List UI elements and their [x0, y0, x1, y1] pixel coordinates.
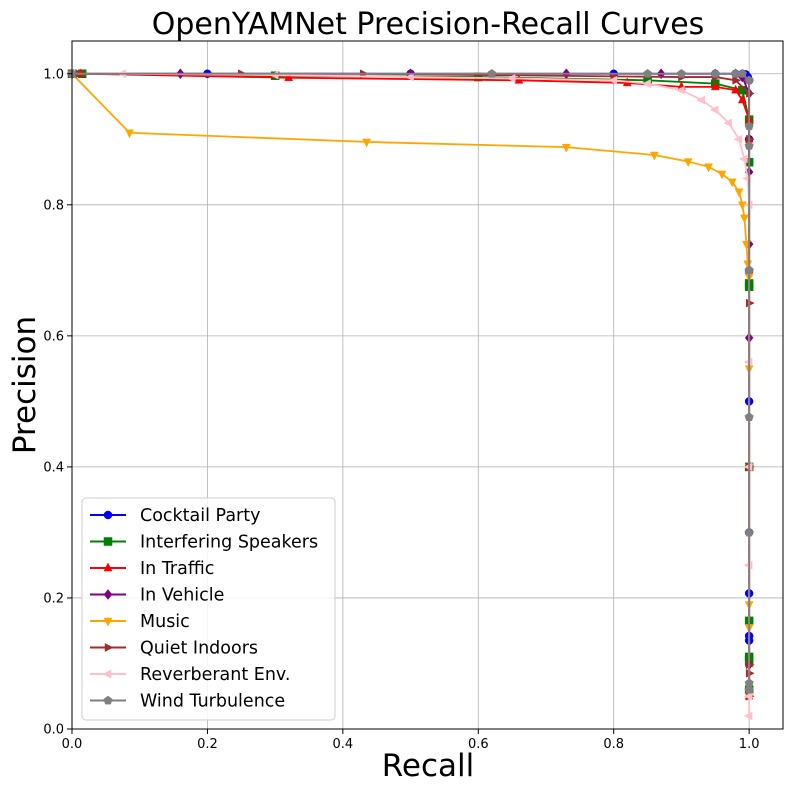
data-point-reverberant-env	[738, 154, 748, 164]
data-point-wind-turbulence	[744, 75, 754, 85]
y-tick-label: 1.0	[43, 67, 64, 82]
data-point-music	[727, 178, 737, 188]
legend-entry-in-vehicle: In Vehicle	[90, 586, 224, 606]
data-point-wind-turbulence	[744, 412, 754, 421]
legend-label: Reverberant Env.	[140, 665, 290, 685]
data-point-music	[683, 158, 693, 168]
data-point-quiet-indoors	[745, 298, 755, 308]
data-point-wind-turbulence	[744, 121, 754, 131]
data-point-quiet-indoors	[745, 134, 755, 144]
legend-entry-music: Music	[90, 612, 190, 632]
legend-label: In Vehicle	[140, 586, 224, 606]
data-point-in-traffic	[737, 94, 747, 104]
legend-label: Music	[140, 612, 190, 632]
legend-box	[81, 497, 336, 721]
data-point-reverberant-env	[405, 72, 414, 82]
data-point-music	[737, 201, 747, 211]
data-point-wind-turbulence	[487, 68, 497, 78]
data-point-reverberant-env	[743, 462, 753, 472]
data-point-music	[362, 138, 371, 148]
data-point-in-traffic	[710, 81, 720, 91]
legend-swatch-marker	[103, 589, 113, 600]
x-tick-label: 0.4	[333, 737, 354, 752]
legend-swatch-marker	[103, 617, 113, 627]
data-point-quiet-indoors	[732, 75, 742, 85]
legend-entry-interfering-speakers: Interfering Speakers	[90, 533, 318, 553]
data-point-in-traffic	[284, 72, 294, 81]
data-point-music	[649, 151, 659, 161]
data-point-reverberant-env	[675, 85, 685, 95]
legend-entry-in-traffic: In Traffic	[90, 559, 214, 579]
legend-swatch-marker	[103, 695, 113, 705]
data-point-wind-turbulence	[744, 141, 754, 150]
y-tick-label: 0.4	[43, 460, 64, 475]
data-point-reverberant-env	[506, 73, 516, 83]
legend-swatch-marker	[103, 510, 113, 520]
data-point-reverberant-env	[696, 95, 705, 105]
x-tick-label: 0.2	[197, 737, 218, 752]
legend-swatch-marker	[103, 537, 113, 546]
x-tick-label: 0.6	[468, 737, 489, 752]
data-point-reverberant-env	[743, 691, 753, 701]
data-point-wind-turbulence	[744, 684, 754, 694]
legend-entry-quiet-indoors: Quiet Indoors	[90, 639, 258, 659]
data-point-reverberant-env	[743, 357, 753, 367]
data-point-wind-turbulence	[744, 265, 754, 275]
data-point-music	[561, 143, 571, 153]
data-point-wind-turbulence	[744, 527, 754, 537]
plot-frame	[71, 40, 784, 730]
data-point-wind-turbulence	[642, 68, 653, 78]
x-axis-label: Recall	[382, 748, 475, 784]
series-wind-turbulence	[67, 68, 754, 694]
x-tick-label: 0.8	[603, 737, 624, 752]
data-point-music	[739, 214, 749, 224]
data-point-reverberant-env	[743, 711, 753, 721]
chart-title: OpenYAMNet Precision-Recall Curves	[152, 7, 705, 42]
legend: Cocktail Party Interfering Speakers In Tra…	[81, 497, 336, 721]
data-point-reverberant-env	[733, 134, 743, 144]
data-point-quiet-indoors	[745, 89, 755, 98]
data-point-music	[704, 163, 713, 173]
legend-label: Cocktail Party	[140, 506, 260, 526]
legend-swatch-marker	[102, 669, 112, 679]
data-point-in-traffic	[731, 84, 741, 94]
legend-label: Interfering Speakers	[140, 533, 318, 553]
data-point-wind-turbulence	[737, 68, 747, 78]
legend-entry-cocktail-party: Cocktail Party	[90, 506, 260, 526]
series-layer	[66, 68, 755, 721]
data-point-music	[734, 188, 744, 198]
x-tick-label: 0.0	[62, 737, 83, 752]
data-point-wind-turbulence	[676, 68, 687, 78]
y-tick-label: 0.8	[43, 198, 64, 213]
legend-label: Quiet Indoors	[140, 639, 258, 659]
legend-entry-wind-turbulence: Wind Turbulence	[90, 692, 285, 712]
data-point-wind-turbulence	[710, 68, 720, 78]
data-point-quiet-indoors	[745, 668, 755, 678]
legend-swatch-marker	[103, 562, 113, 572]
data-point-music	[717, 170, 727, 180]
y-tick-label: 0.2	[43, 591, 64, 606]
data-point-quiet-indoors	[745, 660, 755, 670]
y-axis-label: Precision	[7, 316, 43, 454]
data-point-reverberant-env	[743, 200, 753, 210]
axis-ticks: 0.0 0.2 0.4 0.6 0.8 1.0 0.0 0.2 0.4 0.6 0.8 1.0	[43, 67, 759, 752]
data-point-music	[125, 129, 134, 139]
data-point-reverberant-env	[642, 79, 651, 88]
data-point-reverberant-env	[608, 75, 617, 85]
y-tick-label: 0.6	[43, 329, 64, 344]
y-tick-label: 0.0	[43, 723, 64, 738]
data-point-reverberant-env	[723, 118, 733, 128]
data-point-reverberant-env	[709, 105, 719, 115]
legend-label: Wind Turbulence	[140, 692, 285, 712]
x-tick-label: 1.0	[739, 737, 760, 752]
legend-swatch-marker	[104, 643, 114, 652]
data-point-reverberant-env	[743, 560, 753, 570]
legend-label: In Traffic	[140, 559, 214, 579]
legend-entry-reverberant-env: Reverberant Env.	[90, 665, 290, 685]
